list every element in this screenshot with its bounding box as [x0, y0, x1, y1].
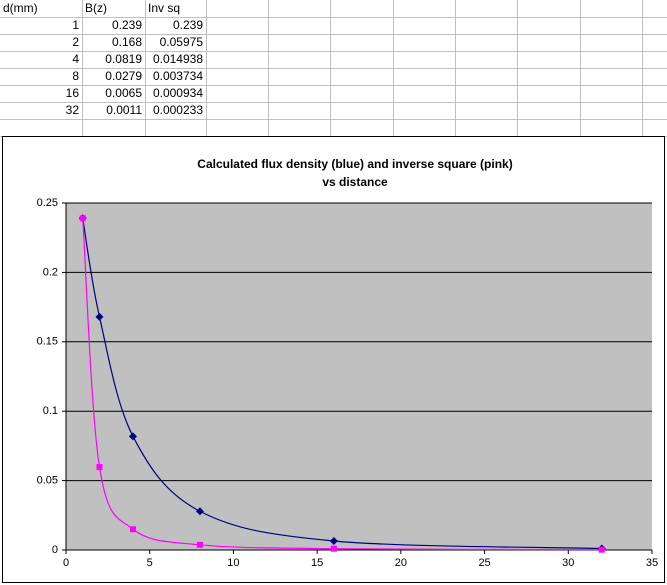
- x-tick-label: 10: [227, 557, 239, 569]
- cell: 32: [66, 103, 80, 117]
- point: [79, 215, 86, 222]
- plot-area: [66, 203, 652, 550]
- series-line: [82, 218, 602, 551]
- x-tick-label: 35: [646, 557, 658, 569]
- x-tick-label: 25: [478, 557, 490, 569]
- cell: 0.014938: [153, 52, 203, 66]
- y-tick-label: 0.05: [37, 475, 58, 487]
- point: [128, 432, 137, 441]
- x-tick-label: 30: [562, 557, 574, 569]
- x-tick-label: 5: [147, 557, 153, 569]
- point: [96, 464, 103, 471]
- x-tick-label: 0: [63, 557, 69, 569]
- cell: 2: [72, 35, 79, 49]
- y-tick-label: 0.1: [43, 405, 58, 417]
- cell: 0.05975: [160, 35, 204, 49]
- cell: 8: [72, 69, 79, 83]
- x-tick-label: 20: [395, 557, 407, 569]
- cell: 0.0065: [105, 86, 142, 100]
- chart-title: Calculated flux density (blue) and inver…: [197, 157, 512, 171]
- cell: 1: [72, 18, 79, 32]
- cell: 0.000934: [153, 86, 203, 100]
- y-tick-label: 0: [52, 544, 58, 556]
- cell: 0.0279: [105, 69, 142, 83]
- header-cell: d(mm): [3, 1, 38, 15]
- cell: 16: [66, 86, 80, 100]
- sheet-grid: [0, 0, 667, 137]
- point: [196, 541, 203, 548]
- cell: 0.239: [173, 18, 203, 32]
- x-tick-label: 15: [311, 557, 323, 569]
- point: [329, 536, 338, 545]
- cell: 0.000233: [153, 103, 203, 117]
- chart-title: vs distance: [322, 175, 388, 189]
- cell: 0.239: [112, 18, 142, 32]
- point: [95, 312, 104, 321]
- y-tick-label: 0.25: [37, 197, 58, 209]
- point: [129, 526, 136, 533]
- cell: 0.003734: [153, 69, 203, 83]
- y-tick-label: 0.2: [43, 266, 58, 278]
- y-tick-label: 0.15: [37, 336, 58, 348]
- header-cell: Inv sq: [148, 1, 180, 15]
- cell: 0.0011: [106, 103, 142, 117]
- point: [598, 546, 605, 553]
- cell: 0.168: [112, 35, 142, 49]
- cell: 4: [72, 52, 79, 66]
- header-cell: B(z): [85, 1, 107, 15]
- point: [330, 545, 337, 552]
- cell: 0.0819: [105, 52, 142, 66]
- point: [195, 507, 204, 516]
